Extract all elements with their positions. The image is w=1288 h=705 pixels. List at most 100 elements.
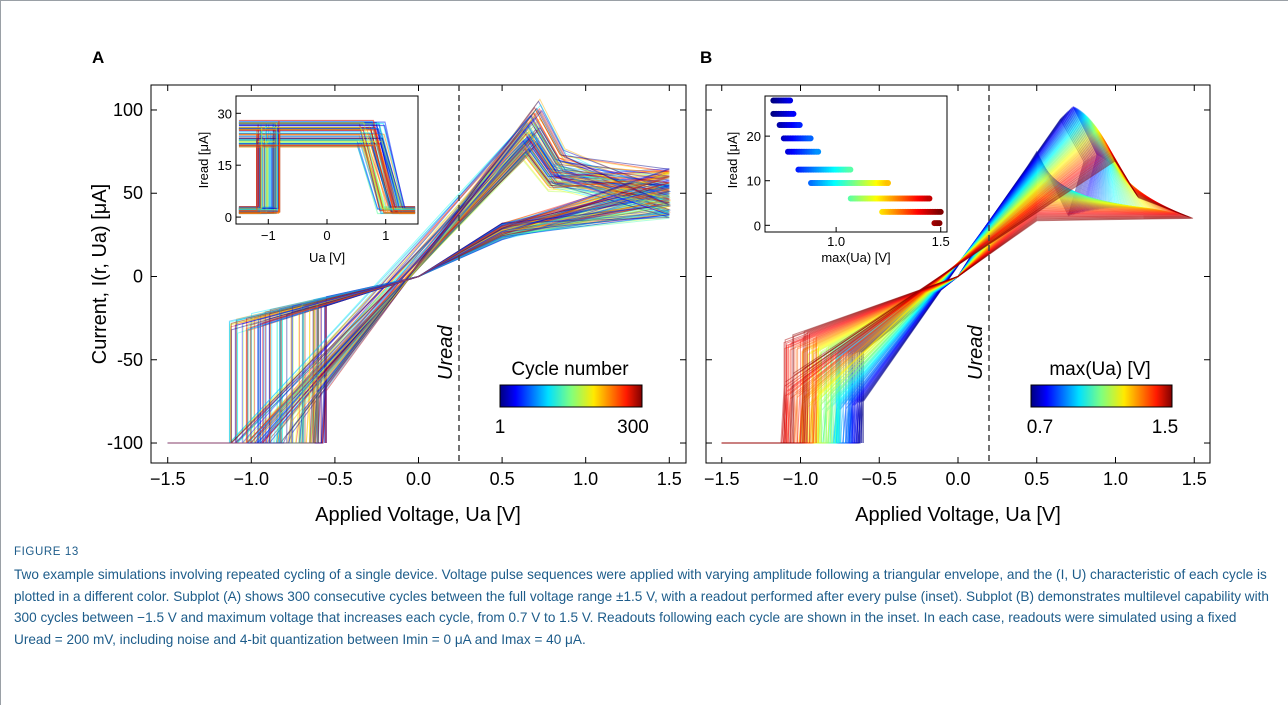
cycle-curve [167, 149, 670, 444]
cycle-curve [167, 148, 670, 444]
readout-point [936, 220, 943, 227]
cycle-curve [167, 136, 670, 444]
cycle-curve [167, 139, 670, 444]
cycle-curve [167, 138, 670, 444]
cycle-curve [167, 159, 670, 444]
cycle-curve [167, 123, 670, 444]
cycle-curve [167, 130, 670, 444]
cycle-curve [721, 125, 1142, 444]
cycle-curve [721, 108, 1102, 444]
cycle-curve [167, 129, 670, 444]
cycle-curve [721, 135, 1161, 444]
cycle-curve [721, 108, 1103, 444]
cycle-curve [721, 115, 1119, 444]
cycle-curve [721, 122, 1136, 444]
cycle-curve [167, 146, 670, 444]
readout-point [787, 97, 794, 104]
cycle-curve [167, 120, 670, 444]
inset-readout-trace [238, 132, 416, 211]
cycle-curve [721, 111, 1107, 444]
cycle-curve [167, 139, 670, 444]
readout-point [885, 179, 892, 186]
inset-x-tick-label: 1.5 [932, 234, 950, 249]
cycle-curve [721, 107, 1096, 444]
cycle-curve [167, 112, 672, 444]
cycle-curve [721, 116, 1121, 444]
cycle-curve [167, 141, 670, 444]
cycle-curve [721, 106, 1099, 444]
cycle-curve [167, 147, 670, 444]
cycle-curve [721, 145, 1176, 444]
x-tick-label: 1.0 [1103, 469, 1128, 489]
readout-point [796, 121, 803, 128]
inset-y-tick-label: 0 [754, 218, 761, 233]
readout-point [926, 195, 933, 202]
inset-x-tick-label: 0 [323, 228, 330, 243]
cycle-curve [721, 129, 1149, 444]
cycle-curve [721, 139, 1166, 444]
panel-a-colorbar-title: Cycle number [511, 359, 629, 380]
cycle-curve [721, 119, 1127, 444]
cycle-curve [167, 111, 672, 444]
figure-caption: Two example simulations involving repeat… [14, 567, 1269, 647]
cycle-curve [721, 110, 1105, 444]
cycle-curve [721, 154, 1186, 444]
cycle-curve [721, 117, 1125, 444]
x-tick-label: −1.5 [150, 469, 186, 489]
cycle-curve [721, 124, 1140, 444]
cycle-curve [721, 153, 1185, 444]
cycle-curve [721, 123, 1138, 444]
cycle-curve [721, 139, 1167, 444]
cycle-curve [167, 122, 672, 444]
figure-number: FIGURE 13 [14, 546, 79, 558]
cycle-curve [167, 131, 670, 444]
cycle-curve [721, 112, 1110, 444]
cycle-curve [721, 116, 1120, 444]
cycle-curve [167, 131, 670, 444]
x-tick-label: 1.5 [1182, 469, 1207, 489]
cycle-curve [721, 122, 1135, 444]
cycle-curve [167, 150, 670, 444]
cycle-curve [167, 143, 670, 444]
inset-y-tick-label: 0 [225, 210, 232, 225]
cycle-curve [721, 107, 1101, 444]
inset-x-tick-label: 1 [382, 228, 389, 243]
cycle-curve [721, 152, 1184, 444]
cycle-curve [167, 148, 670, 444]
cycle-curve [721, 108, 1095, 444]
cycle-curve [167, 107, 670, 444]
cycle-curve [167, 109, 672, 444]
cycle-curve [721, 120, 1130, 444]
inset-y-tick-label: 10 [747, 174, 761, 189]
cycle-curve [721, 135, 1160, 444]
cycle-curve [167, 135, 670, 444]
cycle-curve [721, 105, 1098, 444]
y-tick-label: 50 [123, 183, 143, 203]
panel-b-inset-frame [764, 95, 948, 233]
inset-y-tick-label: 20 [747, 129, 761, 144]
cycle-curve [167, 128, 670, 444]
x-tick-label: 0.5 [490, 469, 515, 489]
cycle-curve [721, 148, 1179, 444]
y-tick-label: -100 [107, 433, 143, 453]
readout-point [815, 148, 822, 155]
cycle-curve [721, 132, 1156, 444]
cycle-curve [167, 116, 670, 444]
cycle-curve [167, 151, 670, 444]
cycle-curve [721, 112, 1108, 444]
cycle-curve [721, 126, 1144, 444]
cycle-curve [721, 125, 1143, 444]
panel-a-label: A [92, 48, 104, 67]
cycle-curve [721, 147, 1177, 444]
inset-readout-trace [238, 126, 416, 210]
panel-b-inset-xlabel: max(Ua) [V] [821, 250, 890, 265]
cycle-curve [721, 118, 1085, 444]
cycle-curve [721, 149, 1180, 444]
panel-b-colorbar-title: max(Ua) [V] [1049, 359, 1150, 380]
cycle-curve [721, 111, 1091, 444]
cycle-curve [721, 131, 1153, 444]
cycle-curve [721, 112, 1111, 444]
cycle-curve [721, 116, 1086, 444]
cycle-curve [721, 113, 1113, 444]
cycle-curve [167, 155, 670, 444]
